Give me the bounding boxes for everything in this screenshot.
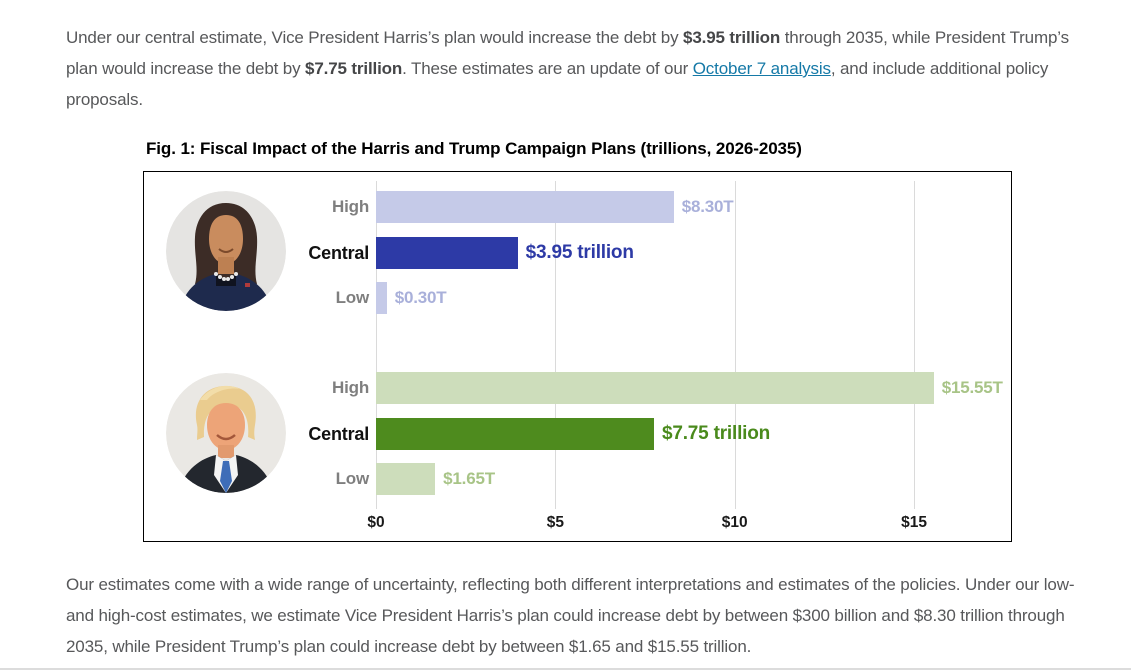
harris-portrait-illustration <box>166 191 286 311</box>
x-axis-tick-15: $15 <box>901 514 927 531</box>
x-axis-tick-5: $5 <box>546 514 564 531</box>
row-label-trump-high: High <box>332 378 369 397</box>
chart-gridline-5 <box>555 181 557 509</box>
bar-trump-central <box>376 417 654 450</box>
chart-gridline-15 <box>914 181 916 509</box>
row-label-trump-low: Low <box>335 469 370 488</box>
row-label-harris-central: Central <box>308 242 369 263</box>
row-label-trump-central: Central <box>308 423 369 444</box>
bar-value-harris-high: $8.30T <box>681 197 734 216</box>
chart-plot-area: $0 $5 $10 $15 High $8.30T Central $3.95 trillio… <box>144 172 1011 541</box>
bar-harris-high <box>376 191 674 223</box>
row-label-harris-high: High <box>332 197 369 216</box>
intro-paragraph: Under our central estimate, Vice Preside… <box>66 22 1092 115</box>
october-7-analysis-link[interactable]: October 7 analysis <box>692 59 831 78</box>
bar-value-harris-low: $0.30T <box>394 288 447 307</box>
figure-chart: $0 $5 $10 $15 High $8.30T Central $3.95 trillio… <box>143 171 1012 542</box>
chart-gridline-10 <box>734 181 736 509</box>
trump-photo <box>166 373 286 493</box>
bar-value-harris-central: $3.95 trillion <box>525 241 634 263</box>
text-run: through 2035, while President Trump’s pl… <box>66 28 1069 78</box>
bar-value-trump-high: $15.55T <box>941 378 1003 397</box>
bottom-divider <box>0 668 1131 670</box>
text-run: , and include additional policy proposal… <box>66 59 1049 109</box>
bar-harris-central <box>376 236 518 269</box>
bold-figure-text: $3.95 trillion <box>683 28 781 47</box>
text-run: . These estimates are an update of our <box>402 59 693 78</box>
harris-photo <box>166 191 286 311</box>
bar-trump-high <box>376 372 934 404</box>
x-axis-tick-10: $10 <box>721 514 748 531</box>
bar-value-trump-low: $1.65T <box>443 469 495 488</box>
bold-figure-text: $7.75 trillion <box>305 59 403 78</box>
closing-paragraph: Our estimates come with a wide range of … <box>66 575 1075 656</box>
bar-value-trump-central: $7.75 trillion <box>661 422 771 444</box>
chart-gridline-0 <box>376 181 377 509</box>
trump-portrait-illustration <box>166 373 286 493</box>
row-label-harris-low: Low <box>335 288 370 307</box>
text-run: Under our central estimate, Vice Preside… <box>66 28 684 47</box>
bar-trump-low <box>376 463 436 495</box>
figure-title: Fig. 1: Fiscal Impact of the Harris and … <box>146 139 802 158</box>
x-axis-tick-0: $0 <box>367 514 385 531</box>
bar-harris-low <box>376 282 387 314</box>
